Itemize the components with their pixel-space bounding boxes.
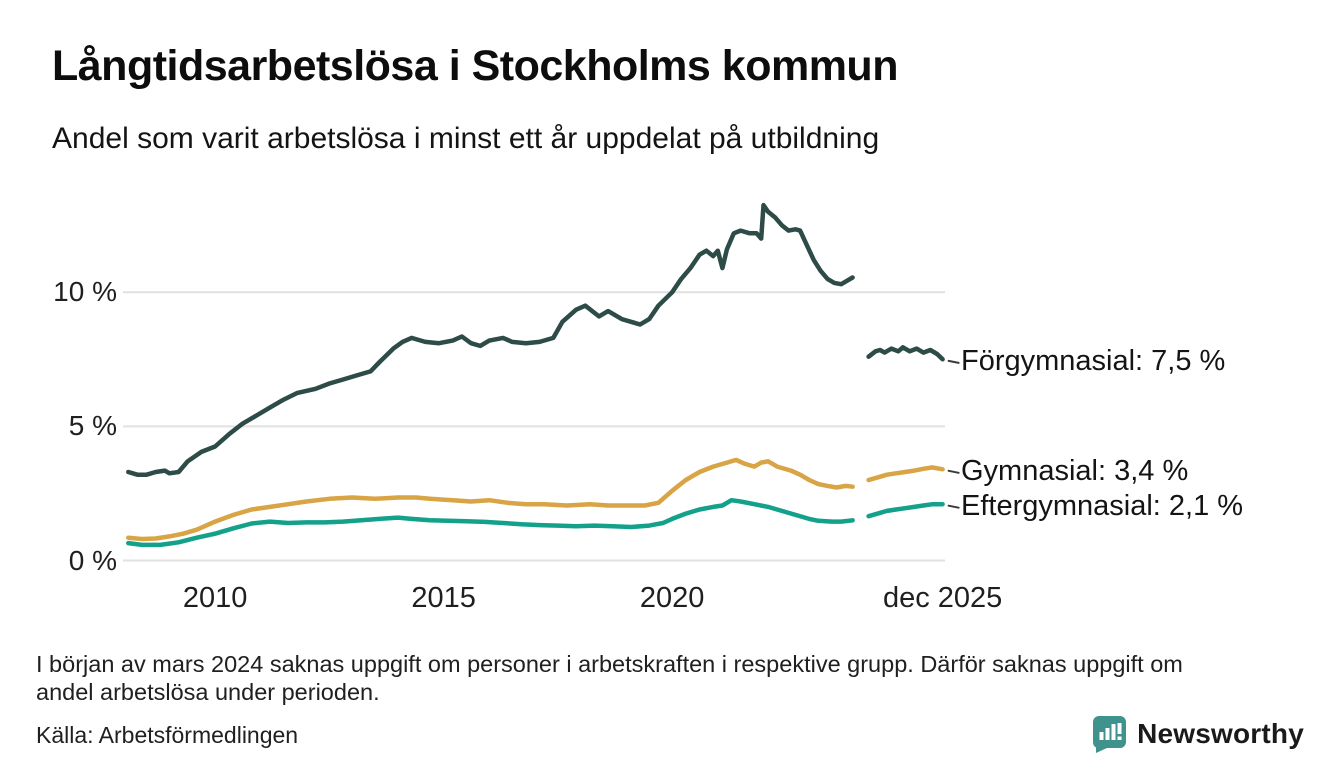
footnote: I början av mars 2024 saknas uppgift om … [36, 650, 1298, 706]
newsworthy-wordmark: Newsworthy [1137, 718, 1304, 749]
series-label-eftergymnasial: Eftergymnasial: 2,1 % [961, 490, 1244, 523]
newsworthy-logo: Newsworthy [1091, 714, 1304, 754]
series-lines [126, 202, 945, 548]
x-axis-tick-2020: 2020 [639, 582, 705, 614]
series-label-gymnasial: Gymnasial: 3,4 % [961, 455, 1189, 488]
gridlines [123, 291, 945, 562]
legend-leader-dashes [947, 359, 960, 509]
x-axis-tick-2010: 2010 [182, 582, 248, 614]
series-label-forgymnasial: Förgymnasial: 7,5 % [961, 345, 1226, 378]
footnote-line-2: andel arbetslösa under perioden. [36, 679, 380, 705]
page-subtitle: Andel som varit arbetslösa i minst ett å… [52, 122, 880, 155]
x-axis-tick-2015: 2015 [411, 582, 476, 614]
y-axis-tick-10: 10 % [53, 276, 117, 308]
newsworthy-chart-bubble-icon [1091, 714, 1128, 754]
y-axis-tick-5: 5 % [68, 410, 117, 442]
page-title: Långtidsarbetslösa i Stockholms kommun [52, 42, 898, 90]
y-axis-tick-0: 0 % [68, 544, 117, 576]
source-line: Källa: Arbetsförmedlingen [36, 722, 299, 748]
x-axis-tick-dec-2025: dec 2025 [882, 582, 1003, 614]
footnote-line-1: I början av mars 2024 saknas uppgift om … [36, 651, 1183, 677]
